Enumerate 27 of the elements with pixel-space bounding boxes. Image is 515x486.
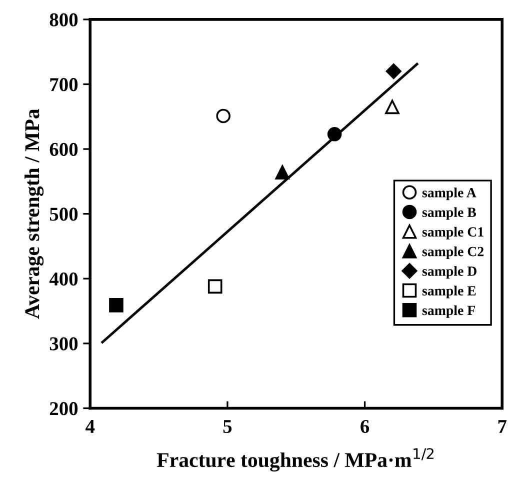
legend-label: sample C2 (422, 246, 484, 260)
y-tick-label: 500 (50, 208, 78, 221)
legend-label: sample E (422, 286, 476, 298)
x-axis-title: Fracture toughness / MPa·m$^{1/2}$ (157, 448, 434, 472)
x-tick-label: 6 (360, 420, 370, 434)
y-axis-title: Average strength / MPa (24, 108, 44, 319)
point (327, 126, 342, 142)
point (216, 108, 230, 124)
y-tick-label: 300 (50, 337, 78, 350)
y-tick-label: 200 (50, 402, 78, 416)
legend-label: sample F (422, 305, 475, 318)
y-tick-label: 700 (50, 78, 78, 92)
legend-label: sample B (422, 207, 476, 220)
point (386, 64, 402, 80)
x-tick-label: 4 (86, 420, 95, 433)
point (385, 100, 400, 114)
y-tick-label: 800 (50, 13, 78, 26)
legend-label: sample D (422, 266, 476, 279)
point (109, 298, 124, 312)
x-tick-label: 7 (498, 420, 507, 433)
point (275, 165, 290, 180)
x-tick-label: 5 (223, 420, 232, 434)
legend-label: sample C1 (422, 226, 484, 240)
point (208, 279, 222, 294)
y-tick-label: 400 (49, 272, 78, 286)
y-tick-label: 600 (50, 142, 78, 156)
legend-label: sample A (422, 188, 476, 200)
